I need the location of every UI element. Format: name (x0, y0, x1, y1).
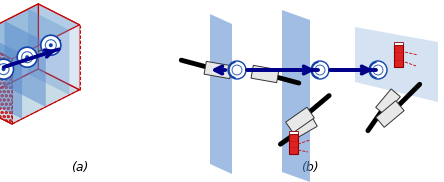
Circle shape (228, 61, 246, 79)
Polygon shape (204, 61, 232, 79)
Circle shape (0, 64, 9, 75)
Circle shape (232, 65, 242, 75)
Polygon shape (293, 117, 317, 137)
Polygon shape (210, 14, 232, 174)
Polygon shape (0, 38, 12, 124)
Polygon shape (251, 65, 279, 83)
Circle shape (311, 61, 329, 79)
Polygon shape (0, 33, 22, 119)
Polygon shape (28, 9, 69, 95)
Circle shape (17, 47, 37, 67)
Circle shape (369, 61, 387, 79)
Polygon shape (0, 69, 79, 124)
Polygon shape (393, 42, 403, 45)
Polygon shape (376, 101, 404, 127)
Polygon shape (355, 27, 438, 102)
Polygon shape (4, 21, 46, 107)
Circle shape (45, 40, 56, 51)
Circle shape (315, 65, 325, 75)
Polygon shape (38, 4, 79, 90)
Circle shape (373, 65, 383, 75)
Circle shape (0, 59, 14, 79)
Polygon shape (289, 134, 297, 154)
Polygon shape (289, 131, 297, 134)
Circle shape (2, 67, 6, 71)
Circle shape (25, 55, 29, 59)
Circle shape (22, 52, 33, 63)
Polygon shape (282, 10, 310, 182)
Polygon shape (285, 107, 314, 133)
Polygon shape (0, 4, 79, 59)
Text: (b): (b) (301, 161, 319, 174)
Polygon shape (0, 4, 38, 103)
Polygon shape (376, 89, 400, 115)
Circle shape (49, 43, 53, 47)
Polygon shape (393, 45, 403, 67)
Circle shape (41, 35, 61, 55)
Text: (a): (a) (71, 161, 89, 174)
